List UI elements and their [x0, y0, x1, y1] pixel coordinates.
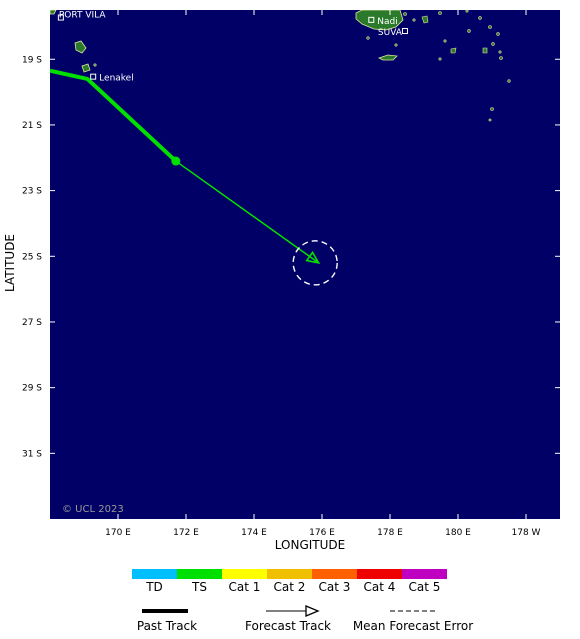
lat-tick-label: 31 S [22, 449, 42, 459]
legend-forecast-track: Forecast Track [238, 604, 338, 633]
lon-tick-label: 176 E [309, 528, 335, 538]
lat-tick-label: 25 S [22, 252, 42, 262]
place-label: PORT VILA [59, 11, 107, 21]
lat-tick-label: 27 S [22, 318, 42, 328]
scale-swatch [357, 569, 402, 579]
place-label: Lenakel [99, 74, 134, 84]
island-lau-3 [482, 47, 488, 54]
forecast-track-line [175, 160, 320, 264]
scale-label: TS [192, 580, 207, 594]
lat-tick-label: 19 S [22, 55, 42, 65]
storm-track [50, 68, 338, 286]
place-marker-icon [57, 14, 64, 21]
legend-error: Mean Forecast Error [346, 604, 480, 633]
scale-swatch [177, 569, 222, 579]
scale-label: Cat 5 [408, 580, 441, 594]
place-marker-icon [401, 28, 408, 35]
scale-swatch [132, 569, 177, 579]
place-marker-icon [90, 73, 97, 80]
scale-swatch [222, 569, 267, 579]
lon-tick-label: 178 E [377, 528, 403, 538]
legend-forecast-track-label: Forecast Track [245, 619, 331, 633]
lat-tick-label: 23 S [22, 187, 42, 197]
legend-past-track-label: Past Track [136, 619, 198, 633]
scale-label: Cat 3 [318, 580, 351, 594]
intensity-scale-labels: TD TS Cat 1 Cat 2 Cat 3 Cat 4 Cat 5 [132, 580, 447, 594]
axis-ticks: 170 E 172 E 174 E 176 E 178 E 180 E 178 W 19 S 2… [22, 10, 560, 538]
island-viti-levu [355, 10, 404, 31]
place-label: Nadi [377, 17, 397, 27]
past-track-line [50, 68, 178, 163]
copyright-label: © UCL 2023 [62, 504, 124, 515]
place-label: SUVA [378, 28, 403, 38]
island-kadavu [377, 54, 398, 61]
lon-tick-label: 170 E [105, 528, 131, 538]
lon-tick-label: 172 E [173, 528, 199, 538]
scale-label: Cat 2 [273, 580, 306, 594]
current-position-marker [171, 156, 181, 166]
scale-label: TD [146, 580, 163, 594]
lat-tick-label: 29 S [22, 384, 42, 394]
island-tanna [81, 63, 91, 73]
scale-swatch [267, 569, 312, 579]
island-lau-2 [450, 47, 457, 54]
forecast-arrow-icon [266, 605, 320, 617]
storm-track-map: 170 E 172 E 174 E 176 E 178 E 180 E 178 W 19 S 2… [22, 10, 560, 538]
lon-tick-label: 180 E [445, 528, 471, 538]
lon-tick-label: 178 W [512, 528, 541, 538]
scale-label: Cat 4 [363, 580, 396, 594]
x-axis-title: LONGITUDE [274, 538, 346, 552]
small-islets [366, 10, 511, 122]
lat-tick-label: 21 S [22, 121, 42, 131]
scale-label: Cat 1 [228, 580, 261, 594]
y-axis-title: LATITUDE [3, 233, 17, 293]
scale-swatch [402, 569, 447, 579]
lon-tick-label: 174 E [241, 528, 267, 538]
forecast-error-circle [292, 240, 338, 286]
island-lau-1 [421, 15, 429, 24]
legend-past-track: Past Track [130, 604, 204, 633]
scale-swatch [312, 569, 357, 579]
island-efate [50, 10, 57, 15]
place-marker-icon [368, 16, 375, 23]
island-small [93, 63, 97, 67]
island-erromango [74, 40, 87, 54]
legend-error-label: Mean Forecast Error [352, 619, 474, 633]
ocean [50, 10, 560, 519]
forecast-arrow-head [305, 250, 321, 264]
intensity-scale [132, 569, 447, 579]
land-masses [50, 10, 511, 122]
